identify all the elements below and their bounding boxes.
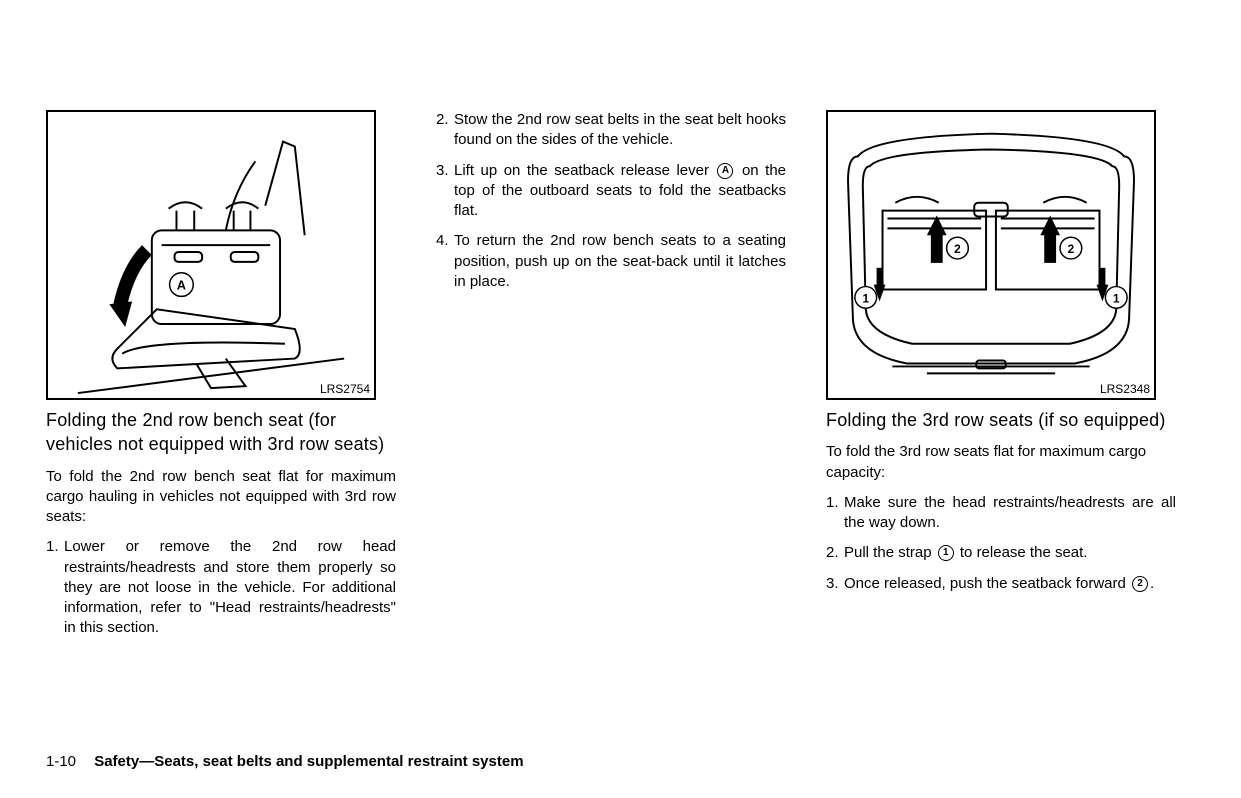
page-number: 1-10 [46, 753, 76, 770]
svg-text:1: 1 [1113, 291, 1120, 305]
manual-page: A LRS2754 Folding the 2nd row bench seat… [0, 0, 1241, 679]
step-text-a: Lift up on the seatback release lever [454, 162, 715, 179]
step-1: 1. Make sure the head restraints/headres… [844, 493, 1176, 534]
column-right: 1 1 2 2 LRS2348 Folding the 3rd row seat… [826, 110, 1176, 649]
callout-2-icon: 2 [1132, 576, 1148, 592]
step-2: 2. Pull the strap 1 to release the seat. [844, 543, 1176, 563]
callout-a-icon: A [717, 163, 733, 179]
step-text-b: . [1150, 575, 1154, 592]
step-3: 3. Once released, push the seatback forw… [844, 574, 1176, 594]
chapter-title: Safety—Seats, seat belts and supplementa… [94, 753, 523, 770]
figure-id-left: LRS2754 [320, 382, 370, 396]
figure-seat-fold: A LRS2754 [46, 110, 376, 400]
step-text-a: Pull the strap [844, 544, 936, 561]
step-number: 1. [46, 537, 59, 557]
svg-text:1: 1 [862, 291, 869, 305]
callout-1-icon: 1 [938, 545, 954, 561]
step-text-a: Once released, push the seatback forward [844, 575, 1130, 592]
intro-3rd-row: To fold the 3rd row seats flat for maxim… [826, 442, 1176, 483]
step-text: Lower or remove the 2nd row head restrai… [64, 538, 396, 636]
step-text: Stow the 2nd row seat belts in the seat … [454, 111, 786, 148]
figure-cargo-area: 1 1 2 2 LRS2348 [826, 110, 1156, 400]
step-number: 2. [826, 543, 839, 563]
heading-2nd-row: Folding the 2nd row bench seat (for vehi… [46, 408, 396, 457]
svg-text:2: 2 [954, 242, 961, 256]
column-middle: 2. Stow the 2nd row seat belts in the se… [436, 110, 786, 649]
heading-3rd-row: Folding the 3rd row seats (if so equippe… [826, 408, 1176, 432]
step-4: 4. To return the 2nd row bench seats to … [454, 231, 786, 292]
callout-a-label: A [177, 278, 186, 293]
intro-2nd-row: To fold the 2nd row bench seat flat for … [46, 467, 396, 528]
steps-2nd-row-part2: 2. Stow the 2nd row seat belts in the se… [436, 110, 786, 292]
page-footer: 1-10 Safety—Seats, seat belts and supple… [46, 753, 524, 770]
step-number: 2. [436, 110, 449, 130]
step-text: Make sure the head restraints/headrests … [844, 494, 1176, 531]
step-3: 3. Lift up on the seatback release lever… [454, 161, 786, 222]
step-1: 1. Lower or remove the 2nd row head rest… [64, 537, 396, 638]
step-2: 2. Stow the 2nd row seat belts in the se… [454, 110, 786, 151]
column-left: A LRS2754 Folding the 2nd row bench seat… [46, 110, 396, 649]
step-number: 3. [436, 161, 449, 181]
steps-3rd-row: 1. Make sure the head restraints/headres… [826, 493, 1176, 594]
step-text-b: to release the seat. [956, 544, 1088, 561]
seat-fold-illustration: A [48, 112, 374, 398]
step-number: 4. [436, 231, 449, 251]
cargo-area-illustration: 1 1 2 2 [828, 112, 1154, 398]
svg-text:2: 2 [1068, 242, 1075, 256]
figure-id-right: LRS2348 [1100, 382, 1150, 396]
step-text: To return the 2nd row bench seats to a s… [454, 232, 786, 290]
steps-2nd-row-part1: 1. Lower or remove the 2nd row head rest… [46, 537, 396, 638]
step-number: 1. [826, 493, 839, 513]
step-number: 3. [826, 574, 839, 594]
